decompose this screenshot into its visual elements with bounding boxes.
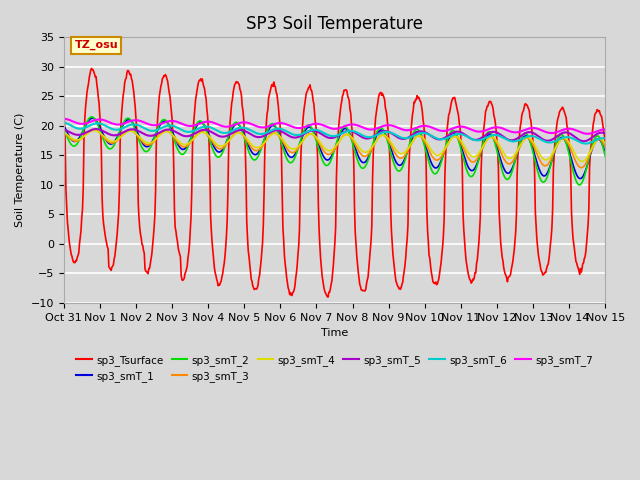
sp3_smT_7 (209, 120, 217, 125)
Legend: sp3_Tsurface, sp3_smT_1, sp3_smT_2, sp3_smT_3, sp3_smT_4, sp3_smT_5, sp3_smT_6, : sp3_Tsurface, sp3_smT_1, sp3_smT_2, sp3_… (72, 350, 597, 386)
sp3_smT_6 (401, 135, 408, 141)
sp3_smT_7 (70, 119, 77, 124)
sp3_smT_4 (578, 158, 586, 164)
sp3_smT_5 (181, 133, 189, 139)
sp3_smT_5 (210, 131, 218, 136)
sp3_Tsurface (88, 66, 95, 72)
sp3_smT_4 (70, 136, 77, 142)
sp3_smT_7 (602, 127, 609, 132)
sp3_smT_1 (602, 151, 609, 156)
sp3_smT_7 (125, 119, 133, 124)
sp3_smT_1 (401, 156, 409, 161)
Line: sp3_smT_7: sp3_smT_7 (63, 119, 605, 134)
sp3_smT_6 (70, 124, 77, 130)
sp3_smT_1 (70, 138, 77, 144)
sp3_smT_2 (181, 150, 189, 156)
sp3_Tsurface (126, 72, 134, 78)
sp3_smT_2 (417, 131, 424, 137)
sp3_smT_4 (210, 138, 218, 144)
sp3_smT_4 (181, 142, 189, 147)
sp3_smT_5 (417, 129, 424, 134)
sp3_smT_3 (181, 144, 189, 150)
sp3_smT_6 (582, 141, 589, 146)
sp3_smT_3 (90, 127, 98, 132)
X-axis label: Time: Time (321, 328, 348, 338)
sp3_smT_5 (70, 131, 77, 137)
sp3_smT_5 (401, 136, 409, 142)
sp3_smT_1 (577, 176, 584, 181)
sp3_smT_7 (416, 124, 424, 130)
Y-axis label: Soil Temperature (C): Soil Temperature (C) (15, 113, 25, 228)
sp3_smT_7 (180, 122, 188, 128)
sp3_smT_1 (88, 115, 96, 121)
sp3_smT_1 (181, 146, 189, 152)
sp3_smT_6 (125, 122, 133, 128)
sp3_Tsurface (402, 255, 410, 261)
sp3_smT_2 (126, 117, 134, 122)
sp3_smT_6 (180, 128, 188, 134)
sp3_smT_1 (417, 132, 424, 137)
sp3_smT_1 (210, 143, 218, 149)
sp3_Tsurface (210, 256, 218, 262)
sp3_smT_7 (401, 127, 408, 133)
sp3_smT_2 (210, 148, 218, 154)
sp3_smT_7 (584, 131, 591, 137)
sp3_Tsurface (324, 294, 332, 300)
sp3_smT_1 (126, 117, 134, 123)
sp3_Tsurface (60, 105, 67, 111)
sp3_smT_6 (602, 135, 609, 141)
Line: sp3_smT_3: sp3_smT_3 (63, 130, 605, 168)
sp3_smT_5 (602, 131, 609, 136)
sp3_smT_3 (401, 153, 409, 158)
sp3_smT_5 (60, 127, 67, 132)
Line: sp3_smT_5: sp3_smT_5 (63, 129, 605, 141)
sp3_Tsurface (70, 259, 77, 265)
sp3_smT_2 (576, 182, 584, 188)
sp3_smT_6 (60, 120, 67, 125)
sp3_smT_4 (126, 128, 134, 134)
sp3_Tsurface (181, 271, 189, 276)
sp3_smT_2 (70, 143, 77, 149)
sp3_Tsurface (602, 144, 609, 150)
Text: TZ_osu: TZ_osu (74, 40, 118, 50)
sp3_smT_2 (88, 114, 95, 120)
Line: sp3_smT_4: sp3_smT_4 (63, 131, 605, 161)
sp3_smT_2 (602, 154, 609, 160)
sp3_smT_3 (60, 129, 67, 135)
Line: sp3_Tsurface: sp3_Tsurface (63, 69, 605, 297)
sp3_smT_4 (401, 149, 409, 155)
sp3_smT_5 (126, 127, 134, 132)
Title: SP3 Soil Temperature: SP3 Soil Temperature (246, 15, 423, 33)
sp3_smT_2 (401, 157, 409, 163)
sp3_smT_4 (417, 133, 424, 139)
sp3_smT_3 (126, 127, 134, 133)
sp3_smT_7 (60, 116, 67, 121)
Line: sp3_smT_1: sp3_smT_1 (63, 118, 605, 179)
sp3_smT_3 (70, 138, 77, 144)
sp3_smT_1 (60, 122, 67, 128)
sp3_smT_4 (60, 129, 67, 135)
sp3_smT_5 (580, 138, 588, 144)
sp3_smT_3 (577, 165, 585, 170)
sp3_smT_3 (210, 141, 218, 146)
sp3_smT_3 (602, 144, 609, 150)
sp3_smT_2 (60, 125, 67, 131)
sp3_smT_6 (209, 126, 217, 132)
sp3_smT_5 (92, 126, 100, 132)
Line: sp3_smT_2: sp3_smT_2 (63, 117, 605, 185)
Line: sp3_smT_6: sp3_smT_6 (63, 122, 605, 144)
sp3_Tsurface (418, 104, 426, 109)
sp3_smT_6 (416, 130, 424, 136)
sp3_smT_4 (602, 141, 609, 146)
sp3_smT_4 (91, 128, 99, 133)
sp3_smT_3 (417, 134, 424, 140)
